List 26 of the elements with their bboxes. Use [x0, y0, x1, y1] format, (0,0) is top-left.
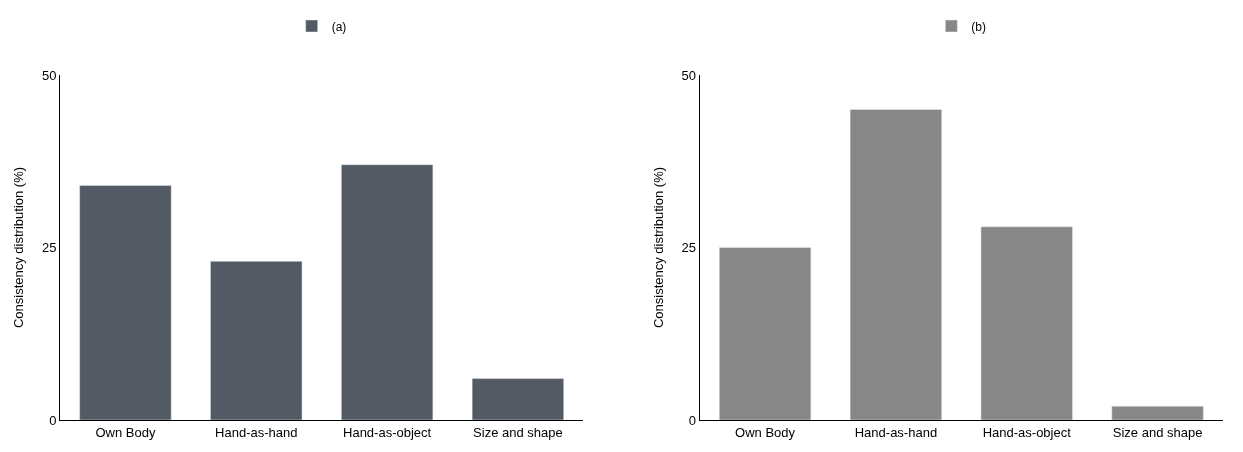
bar [79, 185, 172, 420]
x-tick-label: Hand-as-hand [215, 424, 298, 440]
y-tick-label: 25 [41, 240, 57, 256]
y-tick-label: 0 [688, 412, 697, 428]
bar [719, 247, 812, 420]
y-tick-label: 0 [49, 412, 57, 428]
x-tick-label: Hand-as-hand [854, 424, 938, 440]
bar [210, 261, 303, 420]
bar [849, 109, 942, 420]
legend-label: (a) [331, 19, 347, 34]
bar [980, 226, 1073, 420]
x-tick-label: Size and shape [473, 424, 563, 440]
y-tick-label: 50 [681, 67, 697, 83]
x-tick-label: Hand-as-object [982, 424, 1072, 440]
y-tick-label: 50 [41, 67, 57, 83]
legend-label: (b) [971, 19, 986, 34]
x-tick-label: Hand-as-object [343, 424, 432, 440]
y-tick-label: 25 [681, 240, 697, 256]
bar [341, 164, 434, 420]
bar [1111, 405, 1204, 420]
bar [471, 378, 564, 420]
y-axis-title: Consistency distribution (%) [650, 166, 666, 329]
y-axis-title: Consistency distribution (%) [10, 166, 26, 329]
x-tick-label: Own Body [735, 424, 796, 440]
x-tick-label: Own Body [95, 424, 156, 440]
x-tick-label: Size and shape [1112, 424, 1203, 440]
